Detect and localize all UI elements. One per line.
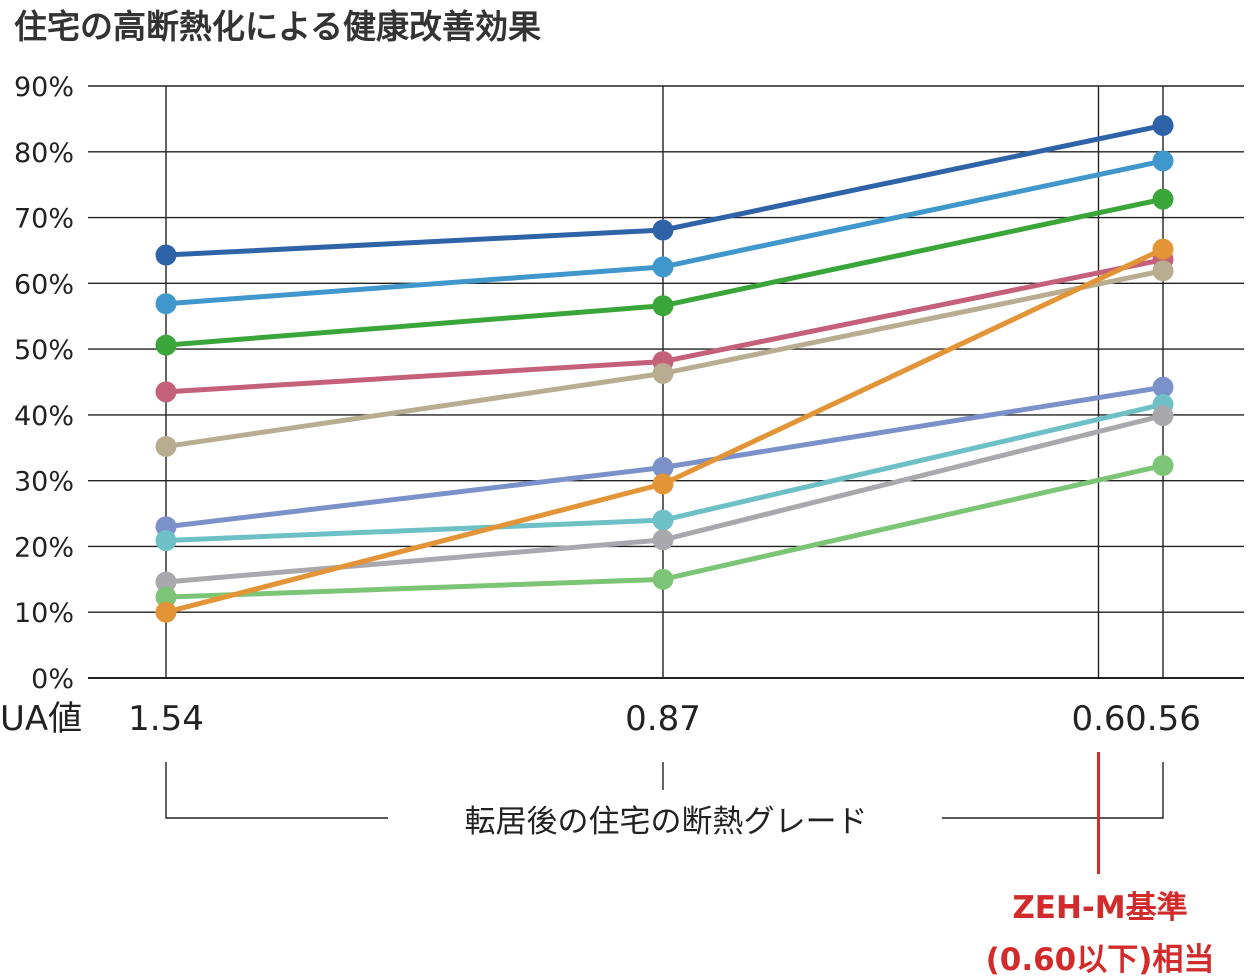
x-tick-label: 1.54 (128, 699, 204, 739)
y-tick-labels: 0% 10% 20% 30% 40% 50% 60% 70% 80% 90% (14, 72, 74, 695)
bracket-right (942, 762, 1164, 819)
x-axis-name: UA値 (0, 699, 82, 739)
data-point (1152, 405, 1174, 427)
reference-label-line1: ZEH-M基準 (1012, 890, 1187, 926)
series-8 (155, 455, 1174, 608)
y-tick-label: 70% (14, 204, 74, 235)
data-point (652, 568, 674, 590)
y-tick-label: 30% (14, 467, 74, 498)
data-point (155, 381, 177, 403)
y-tick-label: 40% (14, 401, 74, 432)
data-point (155, 244, 177, 266)
series-line (165, 384, 1164, 530)
x-tick-labels: 1.54 0.87 0.6 0.56 (128, 699, 1201, 739)
data-point (155, 435, 177, 457)
series-9 (155, 238, 1174, 623)
data-point (1152, 114, 1174, 136)
data-point (1152, 188, 1174, 210)
data-point (652, 295, 674, 317)
y-tick-label: 60% (14, 269, 74, 300)
data-point (1152, 150, 1174, 172)
data-point (652, 362, 674, 384)
x-axis-label: 転居後の住宅の断熱グレード (465, 804, 868, 840)
data-point (1152, 376, 1174, 398)
bracket-left (165, 762, 388, 819)
y-tick-label: 90% (14, 72, 74, 103)
data-series (155, 114, 1174, 623)
x-tick-label: 0.6 (1071, 699, 1125, 739)
x-axis-bracket (165, 762, 1164, 819)
data-point (652, 473, 674, 495)
data-point (1152, 260, 1174, 282)
data-point (155, 334, 177, 356)
x-tick-label: 0.56 (1125, 699, 1201, 739)
data-point (155, 586, 177, 608)
series-0 (155, 114, 1174, 266)
y-tick-label: 80% (14, 138, 74, 169)
data-point (652, 509, 674, 531)
data-point (155, 530, 177, 552)
data-point (155, 571, 177, 593)
data-point (652, 457, 674, 479)
data-point (155, 601, 177, 623)
data-point (1152, 238, 1174, 260)
data-point (652, 219, 674, 241)
y-tick-label: 0% (31, 664, 74, 695)
series-2 (155, 188, 1174, 356)
data-point (652, 256, 674, 278)
data-point (155, 293, 177, 315)
y-tick-label: 20% (14, 532, 74, 563)
x-tick-label: 0.87 (625, 699, 701, 739)
reference-label-line2: (0.60以下)相当 (986, 942, 1215, 978)
data-point (1152, 455, 1174, 477)
chart-title: 住宅の高断熱化による健康改善効果 (14, 7, 541, 46)
y-tick-label: 10% (14, 598, 74, 629)
series-4 (155, 260, 1174, 457)
y-tick-label: 50% (14, 335, 74, 366)
data-point (652, 529, 674, 551)
series-1 (155, 150, 1174, 315)
